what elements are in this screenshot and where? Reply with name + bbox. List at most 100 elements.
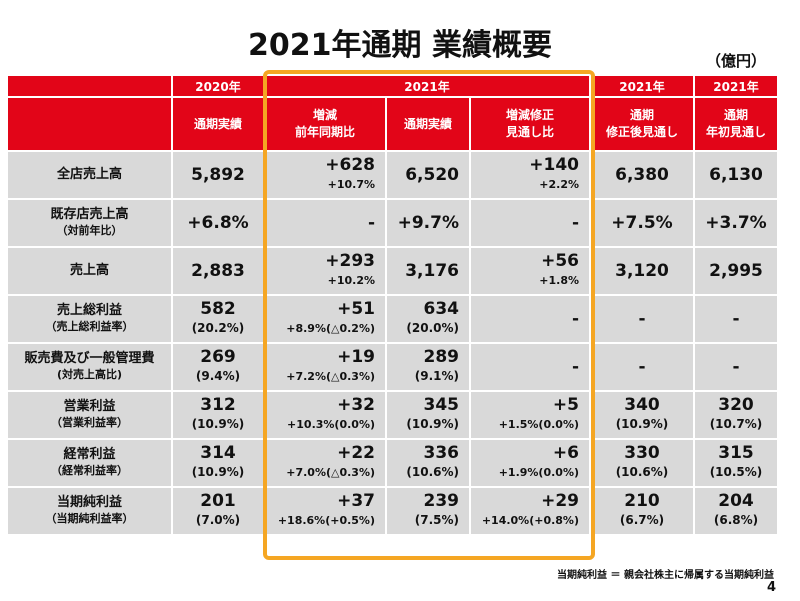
row-label: 全店売上高	[6, 150, 173, 200]
cell-actual-2020-sub: (10.9%)	[191, 465, 245, 479]
cell-actual-2021-sub: (9.1%)	[414, 369, 459, 383]
cell-initial-forecast-value: -	[732, 308, 740, 329]
cell-yoy: +19 +7.2%(△0.3%)	[263, 342, 387, 392]
cell-actual-2021: 289 (9.1%)	[385, 342, 471, 392]
cell-initial-forecast: 315 (10.5%)	[693, 438, 779, 488]
cell-vs-revised-sub: +14.0%(+0.8%)	[481, 514, 579, 527]
cell-revised-forecast-value: 6,380	[615, 164, 669, 185]
cell-yoy: -	[263, 198, 387, 248]
table-row: 売上総利益 （売上総利益率） 582 (20.2%) +51 +8.9%(△0.2%) 63…	[6, 294, 779, 344]
cell-yoy-value: +22	[337, 443, 375, 463]
cell-vs-revised-value: +56	[541, 251, 579, 271]
header-row-columns: 通期実績 増減 前年同期比 通期実績 増減修正 見通し比 通期 修正後見通し 通期 年初…	[6, 96, 779, 152]
page-number: 4	[766, 580, 776, 595]
cell-vs-revised-value: -	[571, 308, 579, 329]
cell-vs-revised-sub: +2.2%	[539, 178, 579, 191]
cell-yoy-value: +293	[325, 251, 375, 271]
cell-yoy: +293 +10.2%	[263, 246, 387, 296]
cell-initial-forecast-value: +3.7%	[705, 212, 767, 233]
cell-actual-2020: 2,883	[171, 246, 265, 296]
cell-revised-forecast-sub: (10.6%)	[615, 465, 669, 479]
cell-actual-2021: 345 (10.9%)	[385, 390, 471, 440]
cell-actual-2020-value: +6.8%	[187, 212, 249, 233]
page-title: 2021年通期 業績概要	[248, 28, 552, 63]
table-row: 経常利益 （経常利益率） 314 (10.9%) +22 +7.0%(△0.3%) 336 (…	[6, 438, 779, 488]
cell-vs-revised-value: +29	[541, 491, 579, 511]
cell-yoy-value: +51	[337, 299, 375, 319]
cell-yoy: +51 +8.9%(△0.2%)	[263, 294, 387, 344]
cell-vs-revised: -	[469, 342, 591, 392]
cell-actual-2021: 634 (20.0%)	[385, 294, 471, 344]
table-row: 全店売上高 5,892 +628 +10.7% 6,520 +140 +2.2% 6,380 6…	[6, 150, 779, 200]
header-initial-forecast: 通期 年初見通し	[693, 96, 779, 152]
cell-revised-forecast-value: 330	[624, 443, 660, 463]
cell-actual-2020: 5,892	[171, 150, 265, 200]
cell-revised-forecast-value: 340	[624, 395, 660, 415]
results-table: 2020年 2021年 2021年 2021年 通期実績 増減 前年同期比 通期実…	[6, 74, 779, 536]
cell-revised-forecast: 3,120	[589, 246, 695, 296]
cell-yoy-sub: +18.6%(+0.5%)	[277, 514, 375, 527]
cell-vs-revised: -	[469, 294, 591, 344]
cell-actual-2020-value: 5,892	[191, 164, 245, 185]
cell-revised-forecast: -	[589, 294, 695, 344]
cell-yoy: +37 +18.6%(+0.5%)	[263, 486, 387, 536]
row-label-main: 全店売上高	[56, 167, 122, 182]
row-label-main: 販売費及び一般管理費	[24, 351, 155, 366]
cell-actual-2020-value: 201	[200, 491, 236, 511]
cell-vs-revised-value: -	[571, 212, 579, 233]
cell-vs-revised: +140 +2.2%	[469, 150, 591, 200]
cell-actual-2021: 336 (10.6%)	[385, 438, 471, 488]
table-row: 販売費及び一般管理費 (対売上高比) 269 (9.4%) +19 +7.2%(△0.3%…	[6, 342, 779, 392]
cell-revised-forecast: 210 (6.7%)	[589, 486, 695, 536]
header-year-2021-initial: 2021年	[693, 74, 779, 98]
table-row: 既存店売上高 （対前年比） +6.8% - +9.7% - +7.5% +3.7%	[6, 198, 779, 248]
header-revised-forecast: 通期 修正後見通し	[589, 96, 695, 152]
cell-initial-forecast: 320 (10.7%)	[693, 390, 779, 440]
row-label-sub: （対前年比）	[56, 224, 123, 237]
cell-actual-2021: 6,520	[385, 150, 471, 200]
cell-actual-2021-value: +9.7%	[397, 212, 459, 233]
footnote: 当期純利益 ＝ 親会社株主に帰属する当期純利益	[557, 570, 774, 581]
cell-initial-forecast: 204 (6.8%)	[693, 486, 779, 536]
cell-revised-forecast-value: -	[638, 356, 646, 377]
cell-revised-forecast: 6,380	[589, 150, 695, 200]
cell-revised-forecast-value: 3,120	[615, 260, 669, 281]
cell-vs-revised-sub: +1.9%(0.0%)	[498, 466, 579, 479]
cell-revised-forecast: +7.5%	[589, 198, 695, 248]
cell-vs-revised-value: -	[571, 356, 579, 377]
cell-initial-forecast-value: 315	[718, 443, 754, 463]
row-label: 売上総利益 （売上総利益率）	[6, 294, 173, 344]
row-label-main: 既存店売上高	[50, 207, 129, 222]
cell-initial-forecast: 6,130	[693, 150, 779, 200]
row-label-main: 営業利益	[63, 399, 116, 414]
cell-initial-forecast-value: -	[732, 356, 740, 377]
cell-initial-forecast-value: 2,995	[709, 260, 763, 281]
row-label: 経常利益 （経常利益率）	[6, 438, 173, 488]
cell-revised-forecast: 330 (10.6%)	[589, 438, 695, 488]
header-row-years: 2020年 2021年 2021年 2021年	[6, 74, 779, 98]
cell-actual-2021: +9.7%	[385, 198, 471, 248]
cell-yoy: +628 +10.7%	[263, 150, 387, 200]
cell-actual-2020-value: 582	[200, 299, 236, 319]
cell-actual-2021-sub: (7.5%)	[414, 513, 459, 527]
cell-initial-forecast: -	[693, 342, 779, 392]
cell-actual-2020-sub: (7.0%)	[195, 513, 241, 527]
row-label-sub: （当期純利益率）	[45, 512, 134, 525]
cell-initial-forecast-value: 320	[718, 395, 754, 415]
header-year-2021: 2021年	[263, 74, 591, 98]
cell-yoy-sub: +10.7%	[327, 178, 375, 191]
cell-actual-2020: 201 (7.0%)	[171, 486, 265, 536]
table-row: 売上高 2,883 +293 +10.2% 3,176 +56 +1.8% 3,120 2,99…	[6, 246, 779, 296]
cell-revised-forecast-sub: (6.7%)	[619, 513, 665, 527]
header-actual-2020: 通期実績	[171, 96, 265, 152]
cell-actual-2021-value: 3,176	[405, 260, 459, 281]
cell-actual-2021-sub: (10.6%)	[406, 465, 459, 479]
cell-yoy-value: +32	[337, 395, 375, 415]
header-yoy: 増減 前年同期比	[263, 96, 387, 152]
cell-actual-2021-sub: (10.9%)	[406, 417, 459, 431]
cell-yoy-value: -	[367, 212, 375, 233]
cell-actual-2021-value: 239	[423, 491, 460, 511]
header-year-2021-revised: 2021年	[589, 74, 695, 98]
cell-initial-forecast-value: 204	[718, 491, 754, 511]
cell-vs-revised-sub: +1.5%(0.0%)	[498, 418, 579, 431]
